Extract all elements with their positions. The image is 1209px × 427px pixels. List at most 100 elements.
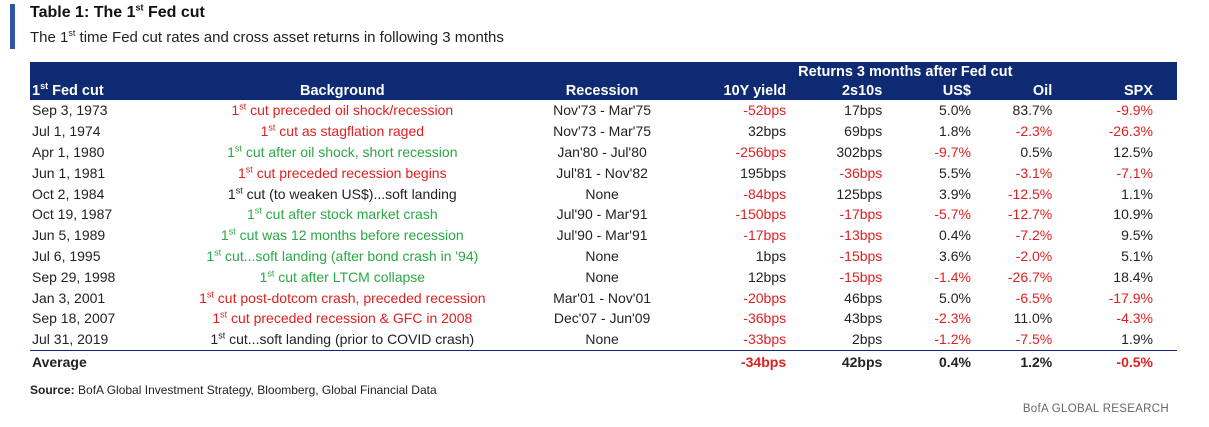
row-spx: 10.9% bbox=[1113, 206, 1153, 223]
row-oil: -2.0% bbox=[1015, 247, 1053, 264]
table-row: Jun 5, 1989 1st cut was 12 months before … bbox=[30, 225, 1177, 246]
row-10y-yield: -33bps bbox=[743, 331, 787, 348]
row-usd: 0.4% bbox=[939, 227, 971, 244]
row-spx: 9.5% bbox=[1121, 227, 1153, 244]
row-date: Oct 2, 1984 bbox=[32, 185, 105, 202]
row-recession: Jan'80 - Jul'80 bbox=[557, 143, 647, 160]
table-row: Jan 3, 2001 1st cut post-dotcom crash, pr… bbox=[30, 287, 1177, 308]
table-row: Jul 31, 2019 1st cut...soft landing (prio… bbox=[30, 329, 1177, 350]
row-recession: None bbox=[585, 331, 619, 348]
row-date: Apr 1, 1980 bbox=[32, 143, 105, 160]
table-row: Jul 6, 1995 1st cut...soft landing (after… bbox=[30, 246, 1177, 267]
row-background: 1st cut preceded oil shock/recession bbox=[231, 101, 454, 119]
row-date: Jul 31, 2019 bbox=[32, 331, 109, 348]
table-body: Sep 3, 1973 1st cut preceded oil shock/re… bbox=[30, 100, 1177, 350]
row-oil: -2.3% bbox=[1015, 123, 1053, 140]
row-spx: 1.9% bbox=[1121, 331, 1153, 348]
row-10y-yield: 32bps bbox=[747, 123, 787, 140]
row-oil: -12.7% bbox=[1007, 206, 1053, 223]
row-recession: Dec'07 - Jun'09 bbox=[553, 310, 651, 327]
row-background: 1st cut after LTCM collapse bbox=[259, 268, 426, 285]
returns-group-header: Returns 3 months after Fed cut bbox=[798, 62, 1177, 81]
row-2s10s: -36bps bbox=[839, 164, 883, 181]
row-recession: None bbox=[585, 268, 619, 285]
row-date: Jun 5, 1989 bbox=[32, 227, 106, 244]
row-10y-yield: -17bps bbox=[743, 227, 787, 244]
row-recession: None bbox=[585, 185, 619, 202]
row-10y-yield: 195bps bbox=[740, 164, 787, 181]
source-note: Source: BofA Global Investment Strategy,… bbox=[30, 383, 437, 397]
row-background: 1st cut after oil shock, short recession bbox=[227, 143, 458, 160]
row-background: 1st cut (to weaken US$)...soft landing bbox=[227, 184, 457, 202]
average-spx: -0.5% bbox=[1060, 349, 1177, 373]
row-spx: 1.1% bbox=[1121, 185, 1153, 202]
row-spx: -17.9% bbox=[1108, 289, 1153, 306]
row-recession: Nov'73 - Mar'75 bbox=[553, 102, 652, 119]
row-2s10s: 46bps bbox=[844, 289, 883, 306]
table-row: Sep 3, 1973 1st cut preceded oil shock/re… bbox=[30, 100, 1177, 121]
brand-footer: BofA GLOBAL RESEARCH bbox=[1022, 403, 1169, 415]
table-row: Jul 1, 1974 1st cut as stagflation raged N… bbox=[30, 121, 1177, 142]
row-background: 1st cut preceded recession begins bbox=[238, 164, 447, 181]
row-spx: -4.3% bbox=[1116, 310, 1153, 327]
average-2s10s: 42bps bbox=[798, 349, 893, 373]
row-oil: 11.0% bbox=[1013, 310, 1053, 327]
table-row: Sep 29, 1998 1st cut after LTCM collapse N… bbox=[30, 266, 1177, 287]
header-background: Background bbox=[154, 81, 531, 100]
table-row: Jun 1, 1981 1st cut preceded recession be… bbox=[30, 162, 1177, 183]
title-accent-bar bbox=[10, 4, 15, 49]
row-recession: Jul'90 - Mar'91 bbox=[556, 206, 648, 223]
row-background: 1st cut was 12 months before recession bbox=[220, 226, 464, 244]
row-2s10s: -17bps bbox=[839, 206, 883, 223]
row-spx: 5.1% bbox=[1121, 247, 1153, 264]
row-date: Jul 6, 1995 bbox=[32, 247, 101, 264]
row-2s10s: -15bps bbox=[839, 268, 883, 285]
row-background: 1st cut post-dotcom crash, preceded rece… bbox=[199, 288, 486, 306]
row-recession: None bbox=[585, 247, 619, 264]
row-10y-yield: -20bps bbox=[743, 289, 787, 306]
row-recession: Nov'73 - Mar'75 bbox=[553, 123, 652, 140]
average-usd: 0.4% bbox=[892, 349, 977, 373]
header-spx: SPX bbox=[1060, 81, 1177, 100]
header-group-row: Returns 3 months after Fed cut bbox=[30, 62, 1177, 81]
row-10y-yield: -36bps bbox=[743, 310, 787, 327]
header-2s10s: 2s10s bbox=[798, 81, 893, 100]
row-10y-yield: -52bps bbox=[743, 102, 787, 119]
row-10y-yield: -150bps bbox=[735, 206, 787, 223]
row-usd: 1.8% bbox=[939, 123, 971, 140]
row-usd: -1.4% bbox=[934, 268, 971, 285]
row-usd: 5.0% bbox=[939, 102, 971, 119]
row-spx: -26.3% bbox=[1108, 123, 1153, 140]
fed-cut-table: Returns 3 months after Fed cut 1st Fed c… bbox=[30, 62, 1177, 373]
row-oil: 83.7% bbox=[1012, 102, 1053, 119]
average-oil: 1.2% bbox=[976, 349, 1061, 373]
row-10y-yield: 1bps bbox=[755, 247, 787, 264]
row-date: Jun 1, 1981 bbox=[32, 164, 106, 181]
row-2s10s: 125bps bbox=[836, 185, 883, 202]
row-background: 1st cut preceded recession & GFC in 2008 bbox=[212, 309, 473, 327]
row-oil: -26.7% bbox=[1007, 268, 1053, 285]
row-background: 1st cut as stagflation raged bbox=[260, 122, 425, 140]
row-oil: -3.1% bbox=[1015, 164, 1053, 181]
row-oil: -7.2% bbox=[1015, 227, 1053, 244]
row-spx: -7.1% bbox=[1116, 164, 1153, 181]
row-10y-yield: -84bps bbox=[743, 185, 787, 202]
row-recession: Jul'81 - Nov'82 bbox=[556, 164, 648, 181]
average-row: Average -34bps 42bps 0.4% 1.2% -0.5% bbox=[30, 349, 1177, 373]
header-row: 1st Fed cut Background Recession 10Y yie… bbox=[30, 81, 1177, 100]
row-oil: -7.5% bbox=[1015, 331, 1053, 348]
row-10y-yield: -256bps bbox=[735, 143, 787, 160]
row-10y-yield: 12bps bbox=[747, 268, 787, 285]
row-background: 1st cut...soft landing (prior to COVID c… bbox=[210, 330, 475, 348]
header-oil: Oil bbox=[976, 81, 1061, 100]
row-spx: 18.4% bbox=[1113, 268, 1153, 285]
header-first-fed-cut: 1st Fed cut bbox=[30, 81, 155, 100]
header-recession: Recession bbox=[530, 81, 674, 100]
row-usd: -9.7% bbox=[934, 143, 971, 160]
row-usd: -1.2% bbox=[934, 331, 971, 348]
row-date: Sep 3, 1973 bbox=[32, 102, 108, 119]
row-recession: Mar'01 - Nov'01 bbox=[553, 289, 652, 306]
table-row: Oct 19, 1987 1st cut after stock market c… bbox=[30, 204, 1177, 225]
row-2s10s: 2bps bbox=[851, 331, 883, 348]
table-row: Oct 2, 1984 1st cut (to weaken US$)...sof… bbox=[30, 183, 1177, 204]
